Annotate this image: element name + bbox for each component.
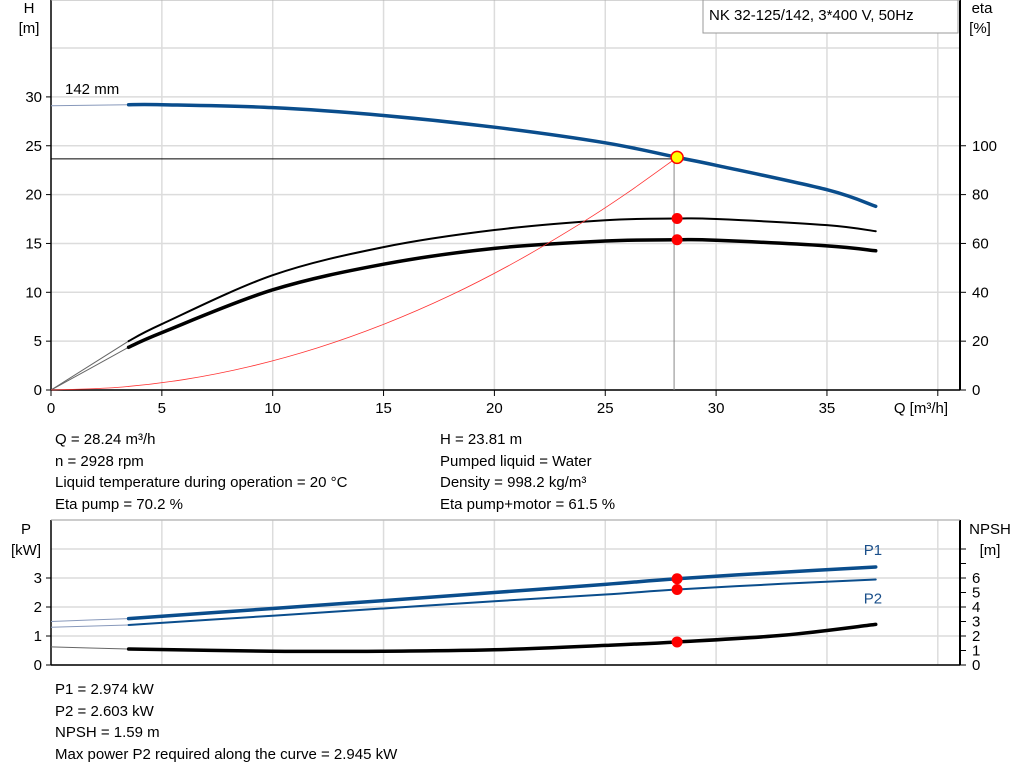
y-right-tick-label: 0 [972, 657, 980, 674]
y-axis-unit: [m] [19, 20, 40, 37]
x-tick-label: 25 [597, 400, 614, 417]
series-label-P2: P2 [864, 590, 882, 607]
series-P1 [126, 565, 878, 621]
y-tick-label: 25 [25, 138, 42, 155]
series-eta_pump [127, 217, 877, 343]
y-axis-title: H [24, 0, 35, 17]
x-tick-label: 0 [47, 400, 55, 417]
info-bottom: P1 = 2.974 kW P2 = 2.603 kW NPSH = 1.59 … [55, 679, 397, 765]
x-tick-label: 30 [708, 400, 725, 417]
y-right-tick-label: 5 [972, 585, 980, 602]
y-right-tick-label: 80 [972, 187, 989, 204]
y-tick-label: 3 [34, 570, 42, 587]
duty-point-head [670, 150, 684, 165]
series-eta_pump_motor [126, 237, 878, 350]
y-right-tick-label: 6 [972, 570, 980, 587]
duty-point-p1 [671, 573, 683, 585]
y-right-axis-title: eta [972, 0, 994, 17]
impeller-diameter-label: 142 mm [65, 81, 119, 98]
duty-point-eta-pump [671, 213, 683, 225]
series-eta_pump-extension [50, 340, 129, 391]
y-tick-label: 2 [34, 599, 42, 616]
y-right-axis-unit: [%] [969, 20, 991, 37]
duty-point-npsh [671, 636, 683, 648]
y-tick-label: 5 [34, 333, 42, 350]
series-label-P1: P1 [864, 542, 882, 559]
y-tick-label: 1 [34, 628, 42, 645]
y-right-tick-label: 20 [972, 333, 989, 350]
x-tick-label: 10 [264, 400, 281, 417]
y-right-tick-label: 2 [972, 628, 980, 645]
y-right-tick-label: 3 [972, 614, 980, 631]
title-box [702, 0, 959, 34]
info-eta-pump: Eta pump = 70.2 % [55, 495, 183, 513]
x-tick-label: 5 [158, 400, 166, 417]
series-system_curve [50, 157, 678, 391]
info-p2: P2 = 2.603 kW [55, 702, 154, 720]
info-p1: P1 = 2.974 kW [55, 681, 154, 698]
info-flow: Q = 28.24 m³/h [55, 431, 156, 448]
info-density: Density = 998.2 kg/m³ [440, 474, 587, 491]
y-axis-unit: [kW] [11, 542, 41, 559]
info-top-left: Q = 28.24 m³/h n = 2928 rpm Liquid tempe… [55, 429, 347, 515]
y-tick-label: 20 [25, 187, 42, 204]
x-tick-label: 35 [819, 400, 836, 417]
y-tick-label: 0 [34, 657, 42, 674]
series-eta_pump_motor-extension [50, 346, 129, 391]
y-right-tick-label: 60 [972, 235, 989, 252]
y-tick-label: 15 [25, 235, 42, 252]
chart-title: NK 32-125/142, 3*400 V, 50Hz [709, 7, 914, 24]
panel-1 [46, 519, 966, 666]
series-P1-extension [50, 618, 129, 622]
info-speed: n = 2928 rpm [55, 452, 144, 470]
y-right-tick-label: 40 [972, 284, 989, 301]
y-right-tick-label: 0 [972, 382, 980, 399]
duty-point-eta-pump-motor [671, 234, 683, 246]
series-P2-extension [50, 624, 129, 628]
x-axis-title: Q [m³/h] [894, 400, 948, 417]
x-tick-label: 15 [375, 400, 392, 417]
series-P2 [127, 578, 877, 626]
y-tick-label: 10 [25, 284, 42, 301]
info-max-power: Max power P2 required along the curve = … [55, 745, 398, 763]
series-NPSH [126, 622, 878, 654]
series-H [126, 102, 878, 209]
y-tick-label: 0 [34, 382, 42, 399]
series-H-extension [50, 104, 129, 107]
y-right-tick-label: 100 [972, 138, 997, 155]
info-npsh: NPSH = 1.59 m [55, 724, 160, 741]
info-head: H = 23.81 m [440, 431, 523, 448]
duty-point-p2 [671, 584, 683, 596]
y-right-axis-title: NPSH [969, 521, 1011, 538]
series-NPSH-extension [50, 646, 129, 650]
panel-0 [46, 0, 966, 391]
info-liquid: Pumped liquid = Water [440, 452, 592, 470]
y-tick-label: 30 [25, 89, 42, 106]
x-tick-label: 20 [486, 400, 503, 417]
info-temperature: Liquid temperature during operation = 20… [55, 474, 348, 491]
y-axis-title: P [21, 521, 31, 538]
y-right-tick-label: 1 [972, 643, 980, 660]
y-right-axis-unit: [m] [980, 542, 1001, 559]
y-right-tick-label: 4 [972, 599, 980, 616]
info-top-right: H = 23.81 m Pumped liquid = Water Densit… [440, 429, 615, 515]
info-eta-pump-motor: Eta pump+motor = 61.5 % [440, 495, 616, 513]
